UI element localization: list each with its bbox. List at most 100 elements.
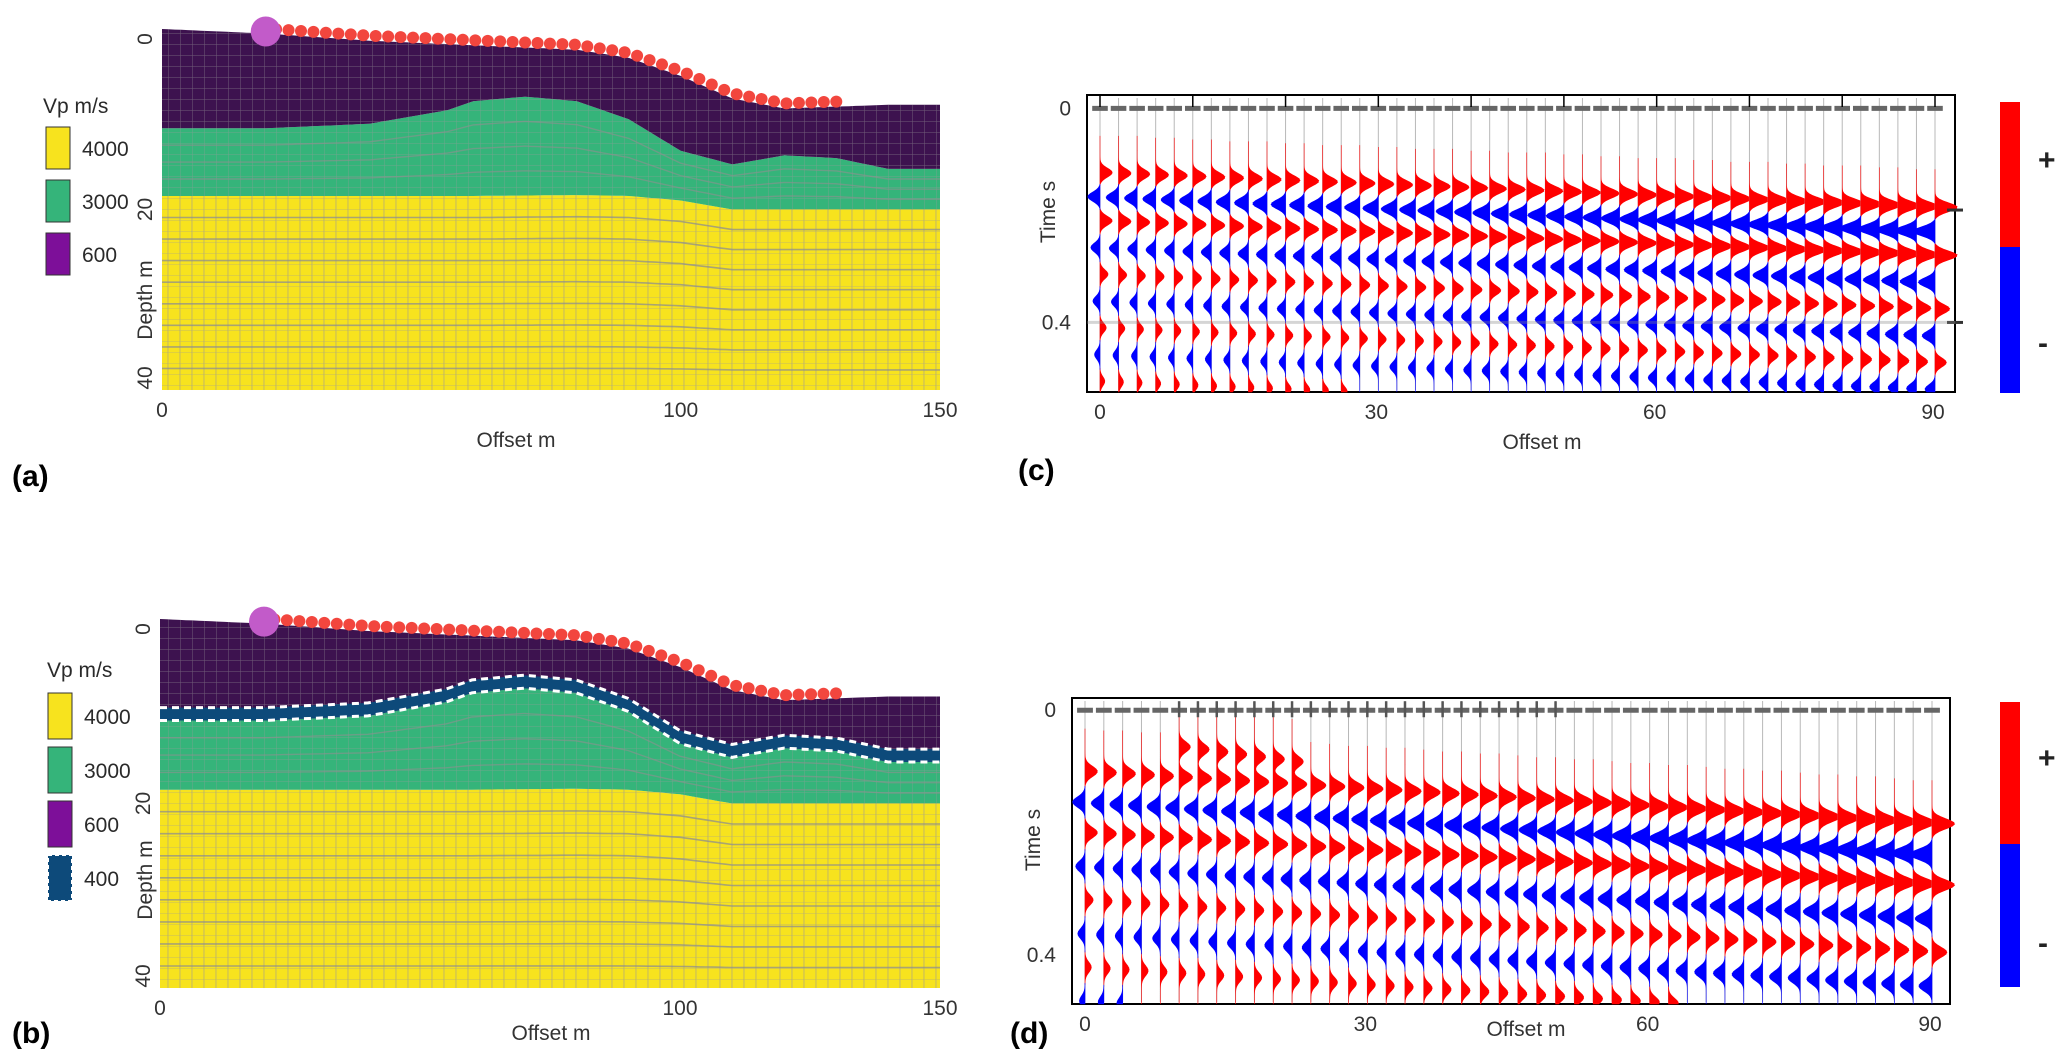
trace-negative-fill — [1123, 185, 1138, 370]
source-marker — [250, 16, 281, 47]
trace-negative-fill — [1508, 200, 1528, 393]
x-tick-label: 150 — [922, 399, 957, 422]
trace-positive-fill — [1545, 152, 1564, 361]
receiver-marker — [743, 90, 756, 103]
trace-negative-fill — [1443, 808, 1462, 976]
trace-negative-fill — [1453, 198, 1472, 392]
receiver-marker — [605, 634, 618, 647]
trace-negative-fill — [1582, 204, 1602, 393]
y-axis-label-d: Time s — [1022, 809, 1045, 871]
colorbar-negative-c — [2000, 247, 2020, 393]
mesh-line-yellow — [162, 215, 940, 231]
y-tick-label: 0 — [134, 33, 157, 45]
receiver-marker — [556, 38, 569, 51]
receiver-marker — [456, 33, 469, 46]
receiver-marker — [444, 33, 457, 46]
trace-negative-fill — [1215, 189, 1231, 374]
receiver-marker — [295, 24, 308, 37]
trace-negative-fill — [1704, 826, 1726, 1004]
receiver-marker — [655, 649, 668, 662]
mesh-line-green — [162, 170, 940, 201]
legend-swatch — [47, 854, 73, 902]
receiver-marker — [430, 623, 443, 636]
receiver-marker — [455, 624, 468, 637]
colorbar-minus-c: - — [2038, 327, 2048, 360]
trace-positive-fill — [1668, 764, 1689, 1005]
x-tick-label: 0 — [1094, 401, 1106, 424]
trace-negative-fill — [1276, 799, 1293, 964]
trace-negative-fill — [1765, 211, 1787, 393]
trace-negative-fill — [1252, 191, 1268, 376]
legend-a: Vp m/s 4000 3000 600 — [43, 95, 129, 276]
trace-negative-fill — [1406, 806, 1425, 972]
receiver-marker — [519, 36, 532, 49]
receiver-marker — [567, 629, 580, 642]
layer-400 — [160, 675, 940, 762]
mesh-line-yellow — [162, 237, 940, 251]
receiver-marker — [494, 35, 507, 48]
receiver-marker — [332, 27, 345, 40]
trace-negative-fill — [1722, 826, 1745, 1004]
trace-negative-fill — [1183, 793, 1199, 959]
receiver-marker — [282, 24, 295, 37]
mesh-line-yellow — [160, 920, 940, 928]
receiver-marker — [505, 626, 518, 639]
receiver-marker — [755, 684, 768, 697]
trace-positive-fill — [1498, 753, 1518, 1005]
receiver-marker — [330, 617, 343, 630]
trace-negative-fill — [1555, 816, 1575, 982]
trace-negative-fill — [1425, 807, 1443, 974]
receiver-marker — [718, 83, 731, 96]
receiver-marker — [380, 620, 393, 633]
receiver-marker — [493, 625, 506, 638]
panel-c: Time s Offset m 0 30 60 90 0 0.4 + - (c) — [1018, 94, 2056, 487]
receiver-marker — [468, 624, 481, 637]
seismogram-d — [1071, 697, 1956, 1005]
trace-positive-fill — [1592, 759, 1613, 1005]
trace-negative-fill — [1343, 195, 1361, 392]
receiver-marker — [543, 37, 556, 50]
trace-positive-fill — [1860, 165, 1883, 374]
trace-positive-fill — [1517, 755, 1537, 1005]
trace-negative-fill — [1852, 833, 1876, 1005]
trace-positive-fill — [1767, 161, 1790, 370]
receiver-marker — [581, 40, 594, 53]
receiver-marker — [680, 658, 693, 671]
receiver-marker — [318, 616, 331, 629]
receiver-marker — [730, 679, 743, 692]
trace-positive-fill — [1574, 759, 1594, 1005]
trace-negative-fill — [1741, 827, 1763, 1004]
receiver-marker — [693, 73, 706, 86]
receiver-marker — [394, 31, 407, 44]
mesh-line-green — [162, 120, 940, 180]
y-tick-label: 0 — [132, 623, 155, 635]
receiver-marker — [768, 95, 781, 108]
receiver-marker — [680, 67, 693, 80]
receiver-marker — [530, 627, 543, 640]
trace-negative-fill — [1105, 184, 1119, 370]
x-axis-label-b: Offset m — [512, 1022, 591, 1045]
trace-negative-fill — [1618, 206, 1639, 393]
legend-label: 3000 — [82, 191, 129, 214]
trace-negative-fill — [1388, 805, 1406, 972]
legend-swatch — [45, 179, 71, 223]
receiver-marker — [617, 636, 630, 649]
trace-negative-fill — [1673, 208, 1695, 393]
trace-negative-fill — [1295, 799, 1312, 966]
legend-swatch — [47, 746, 73, 794]
trace-negative-fill — [1417, 197, 1435, 392]
trace-negative-fill — [1600, 204, 1620, 393]
trace-negative-fill — [1307, 193, 1323, 380]
trace-negative-fill — [1545, 202, 1565, 393]
x-axis-label-d: Offset m — [1487, 1018, 1566, 1041]
receiver-marker — [830, 95, 843, 108]
trace-negative-fill — [1648, 822, 1669, 987]
y-axis-label-c: Time s — [1037, 181, 1060, 243]
panel-label-a: (a) — [12, 460, 49, 493]
x-tick-label: 0 — [154, 997, 166, 1020]
seismogram-c — [1086, 94, 1963, 393]
receiver-marker — [630, 640, 643, 653]
mesh-line-yellow — [160, 832, 940, 846]
trace-negative-fill — [1563, 203, 1583, 393]
